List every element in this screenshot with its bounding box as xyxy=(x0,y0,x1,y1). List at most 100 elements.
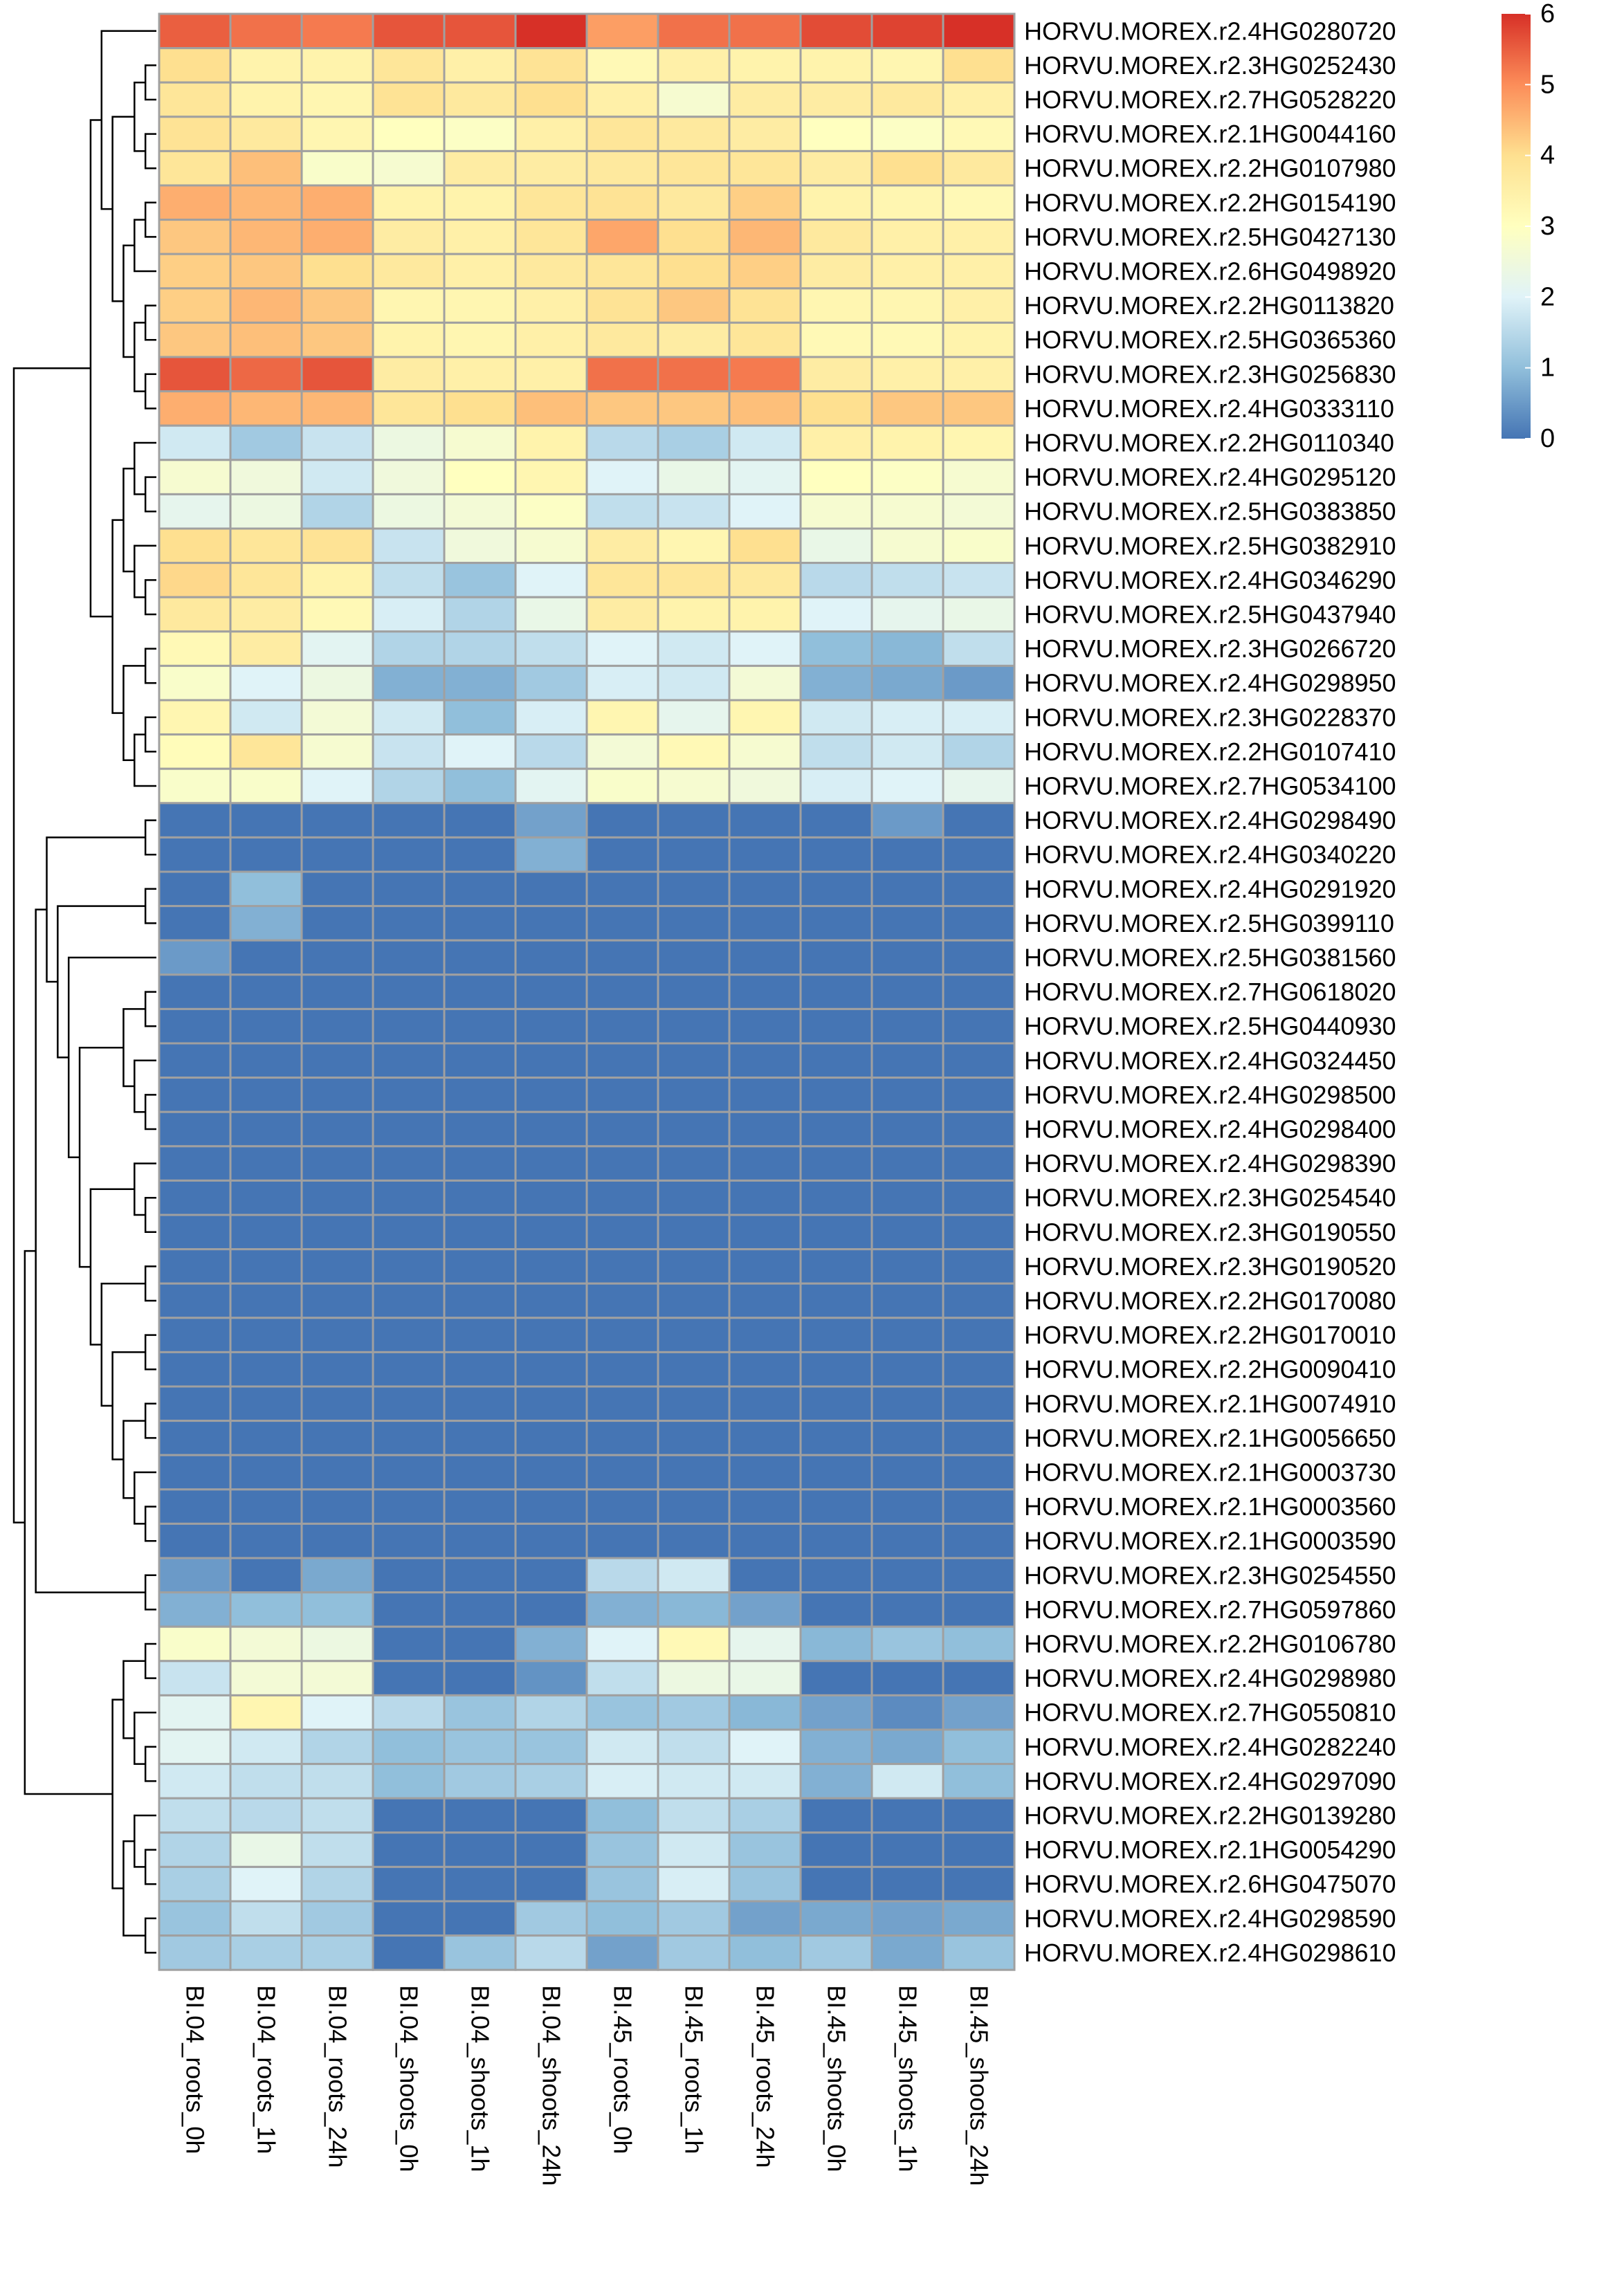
heatmap-cell xyxy=(229,12,303,50)
heatmap-cell xyxy=(372,1934,446,1971)
heatmap-cell xyxy=(942,1865,1016,1903)
heatmap-cell xyxy=(229,1625,303,1663)
heatmap-cell xyxy=(514,905,588,942)
row-label: HORVU.MOREX.r2.2HG0170010 xyxy=(1024,1321,1396,1349)
heatmap-cell xyxy=(300,1522,374,1559)
heatmap-cell xyxy=(514,699,588,736)
dendrogram-branch xyxy=(100,30,156,210)
heatmap-cell xyxy=(728,219,802,255)
row-label: HORVU.MOREX.r2.4HG0324450 xyxy=(1024,1046,1396,1074)
heatmap-cell xyxy=(585,1351,659,1388)
heatmap-cell xyxy=(870,1282,945,1319)
heatmap-cell xyxy=(942,356,1016,393)
heatmap-cell xyxy=(372,424,446,461)
heatmap-cell xyxy=(585,1179,659,1216)
column-label: BI.45_roots_24h xyxy=(751,1985,780,2168)
heatmap-cell xyxy=(728,81,802,118)
dendrogram-branch xyxy=(57,905,146,1059)
heatmap-cell xyxy=(799,1248,873,1285)
heatmap-cell xyxy=(870,1488,945,1525)
dendrogram-branch xyxy=(144,819,156,856)
heatmap-cell xyxy=(799,1557,873,1594)
heatmap-cell xyxy=(870,1248,945,1285)
row-label: HORVU.MOREX.r2.2HG0139280 xyxy=(1024,1802,1396,1830)
heatmap-cell xyxy=(229,459,303,495)
heatmap-cell xyxy=(799,1110,873,1148)
heatmap-cell xyxy=(799,596,873,633)
heatmap-cell xyxy=(158,321,232,358)
heatmap-cell xyxy=(585,1557,659,1594)
row-label: HORVU.MOREX.r2.2HG0107980 xyxy=(1024,154,1396,183)
heatmap-cell xyxy=(870,562,945,598)
heatmap-cell xyxy=(942,1110,1016,1148)
heatmap-cell xyxy=(585,1522,659,1559)
heatmap-cell xyxy=(514,1179,588,1216)
dendrogram-branch xyxy=(134,733,156,787)
heatmap-cell xyxy=(728,1797,802,1834)
heatmap-cell xyxy=(514,1934,588,1971)
heatmap-cell xyxy=(514,1385,588,1422)
heatmap-cell xyxy=(585,424,659,461)
heatmap-cell xyxy=(300,870,374,908)
heatmap-cell xyxy=(585,1865,659,1903)
heatmap-cell xyxy=(300,493,374,530)
heatmap-cell xyxy=(799,1591,873,1628)
row-label: HORVU.MOREX.r2.5HG0427130 xyxy=(1024,223,1396,251)
dendrogram-branch xyxy=(144,1849,156,1885)
heatmap-cell xyxy=(799,1934,873,1971)
heatmap-cell xyxy=(942,1660,1016,1696)
heatmap-cell xyxy=(870,1522,945,1559)
heatmap-cell xyxy=(728,733,802,770)
legend-tick-label: 4 xyxy=(1540,141,1555,170)
heatmap-cell xyxy=(728,493,802,530)
heatmap-cell xyxy=(372,1317,446,1353)
legend-tick-label: 3 xyxy=(1540,212,1555,241)
heatmap-cell xyxy=(870,184,945,221)
heatmap-cell xyxy=(657,1145,731,1182)
heatmap-cell xyxy=(158,1420,232,1456)
heatmap-cell xyxy=(443,459,517,495)
heatmap-cell xyxy=(728,1248,802,1285)
heatmap-cell xyxy=(158,664,232,702)
heatmap-cell xyxy=(229,1145,303,1182)
heatmap-cell xyxy=(443,836,517,873)
heatmap-cell xyxy=(514,1488,588,1525)
heatmap-cell xyxy=(942,1454,1016,1491)
heatmap-cell xyxy=(372,1728,446,1766)
heatmap-cell xyxy=(443,1042,517,1079)
heatmap-cell xyxy=(158,1077,232,1113)
heatmap-cell xyxy=(942,1248,1016,1285)
heatmap-cell xyxy=(229,562,303,598)
dendrogram-branch xyxy=(46,836,146,983)
heatmap-cell xyxy=(799,12,873,50)
dendrogram-branch xyxy=(144,476,156,513)
heatmap-cell xyxy=(158,1934,232,1971)
heatmap-cell xyxy=(229,802,303,839)
heatmap-cell xyxy=(870,1934,945,1971)
heatmap-cell xyxy=(657,1763,731,1800)
heatmap-cell xyxy=(300,596,374,633)
heatmap-cell xyxy=(657,1077,731,1113)
heatmap-cell xyxy=(870,630,945,667)
heatmap-cell xyxy=(229,836,303,873)
heatmap-cell xyxy=(229,1797,303,1834)
row-label: HORVU.MOREX.r2.1HG0054290 xyxy=(1024,1836,1396,1864)
heatmap-cell xyxy=(300,424,374,461)
heatmap-cell xyxy=(443,1934,517,1971)
heatmap-cell xyxy=(514,836,588,873)
heatmap-cell xyxy=(229,767,303,805)
heatmap-cell xyxy=(229,1488,303,1525)
heatmap-cell xyxy=(942,1351,1016,1388)
row-label: HORVU.MOREX.r2.4HG0297090 xyxy=(1024,1767,1396,1795)
dendrogram-branch xyxy=(144,201,156,238)
heatmap-cell xyxy=(657,802,731,839)
heatmap-cell xyxy=(870,493,945,530)
heatmap-cell xyxy=(657,596,731,633)
heatmap-cell xyxy=(799,219,873,255)
dendrogram-branch xyxy=(144,1402,156,1439)
row-label: HORVU.MOREX.r2.1HG0044160 xyxy=(1024,120,1396,148)
dendrogram-branch xyxy=(134,544,156,598)
dendrogram-branch xyxy=(144,1746,156,1782)
heatmap-cell xyxy=(300,1831,374,1868)
heatmap-cell xyxy=(443,253,517,290)
